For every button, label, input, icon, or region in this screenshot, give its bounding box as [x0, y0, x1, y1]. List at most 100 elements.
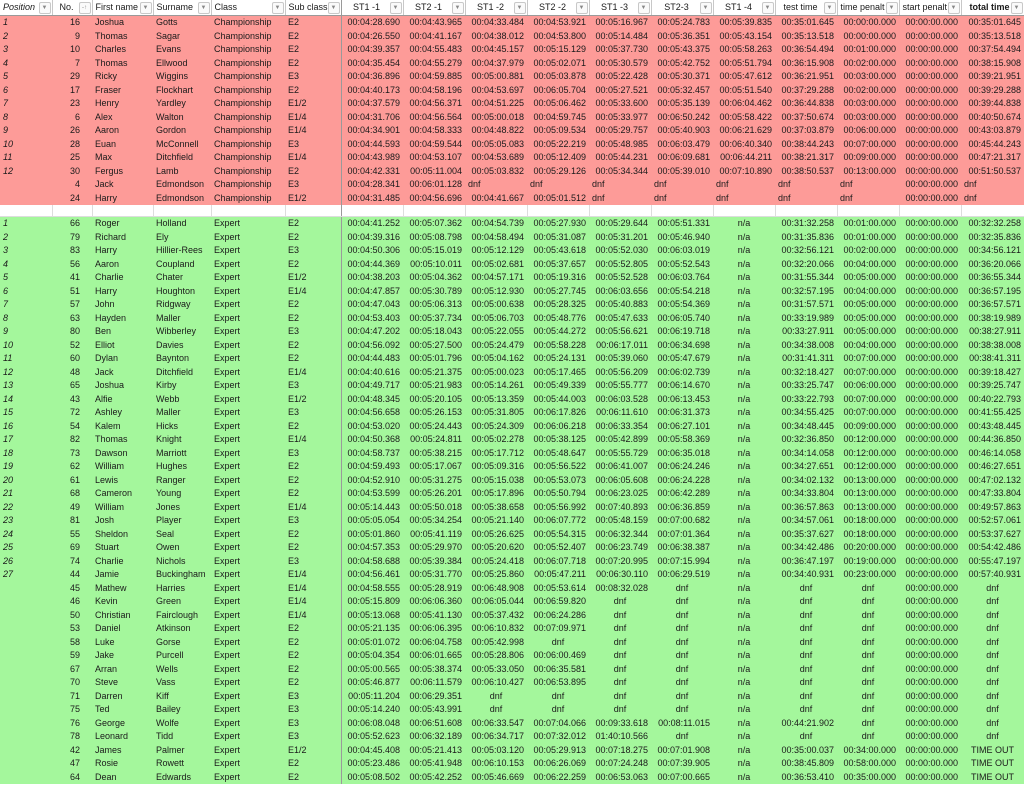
filter-dropdown-icon[interactable]: ▼ — [451, 2, 464, 14]
cell-st2-1[interactable]: 00:06:01.665 — [403, 649, 465, 663]
cell-surname[interactable]: Atkinson — [153, 622, 211, 636]
cell-start-penalt[interactable]: 00:00:00.000 — [899, 43, 961, 57]
cell-st2-1[interactable]: 00:05:21.413 — [403, 743, 465, 757]
cell-surname[interactable]: Holland — [153, 216, 211, 231]
cell-sub-class[interactable]: E1/4 — [285, 500, 342, 514]
cell-position[interactable]: 1 — [0, 15, 52, 30]
cell-st2-1[interactable]: 00:04:59.885 — [403, 70, 465, 84]
cell-st1-4[interactable]: dnf — [713, 178, 775, 192]
cell-st1-1[interactable]: 00:04:48.345 — [341, 392, 403, 406]
cell-st2-3[interactable]: 00:07:01.364 — [651, 527, 713, 541]
cell-position[interactable]: 5 — [0, 271, 52, 285]
cell-start-penalt[interactable]: 00:00:00.000 — [899, 757, 961, 771]
cell-st2-3[interactable]: 00:06:35.018 — [651, 446, 713, 460]
cell-st1-4[interactable]: n/a — [713, 622, 775, 636]
cell-class[interactable]: Expert — [211, 406, 285, 420]
cell-class[interactable]: Expert — [211, 392, 285, 406]
cell-time-penalt[interactable]: 00:23:00.000 — [837, 568, 899, 582]
cell-no[interactable]: 9 — [52, 29, 92, 43]
cell-st1-1[interactable]: 00:04:56.092 — [341, 338, 403, 352]
cell-st1-3[interactable]: dnf — [589, 703, 651, 717]
cell-total-time[interactable]: 00:45:44.243 — [961, 137, 1024, 151]
cell-no[interactable]: 82 — [52, 433, 92, 447]
cell-no[interactable]: 6 — [52, 110, 92, 124]
cell-first-name[interactable]: John — [92, 298, 153, 312]
cell-st2-1[interactable]: 00:05:18.043 — [403, 325, 465, 339]
cell-time-penalt[interactable]: 00:13:00.000 — [837, 164, 899, 178]
cell-first-name[interactable]: Rosie — [92, 757, 153, 771]
cell-st2-1[interactable]: 00:05:30.789 — [403, 284, 465, 298]
cell-st1-1[interactable]: 00:05:13.068 — [341, 608, 403, 622]
cell-st1-2[interactable]: 00:05:25.860 — [465, 568, 527, 582]
cell-time-penalt[interactable]: 00:07:00.000 — [837, 352, 899, 366]
cell-st2-3[interactable]: 00:05:54.218 — [651, 284, 713, 298]
cell-st2-2[interactable]: 00:06:35.581 — [527, 662, 589, 676]
cell-sub-class[interactable]: E2 — [285, 298, 342, 312]
cell-test-time[interactable]: dnf — [775, 703, 837, 717]
cell-surname[interactable]: Kiff — [153, 689, 211, 703]
cell-total-time[interactable]: 00:39:25.747 — [961, 379, 1024, 393]
cell-total-time[interactable]: 00:41:55.425 — [961, 406, 1024, 420]
cell-st1-3[interactable]: dnf — [589, 662, 651, 676]
cell-sub-class[interactable]: E2 — [285, 635, 342, 649]
cell-first-name[interactable]: Harry — [92, 284, 153, 298]
cell-first-name[interactable]: Dylan — [92, 352, 153, 366]
cell-st1-4[interactable]: n/a — [713, 284, 775, 298]
cell-sub-class[interactable]: E2 — [285, 15, 342, 30]
cell-st1-1[interactable]: 00:05:14.443 — [341, 500, 403, 514]
cell-st2-3[interactable]: 00:07:39.905 — [651, 757, 713, 771]
cell-position[interactable] — [0, 191, 52, 205]
cell-st1-2[interactable]: 00:05:02.681 — [465, 257, 527, 271]
cell-st1-1[interactable]: 00:04:53.403 — [341, 311, 403, 325]
cell-st2-1[interactable]: 00:05:08.798 — [403, 230, 465, 244]
cell-time-penalt[interactable]: 00:03:00.000 — [837, 70, 899, 84]
cell-start-penalt[interactable]: 00:00:00.000 — [899, 460, 961, 474]
cell-st2-3[interactable]: 00:06:05.740 — [651, 311, 713, 325]
cell-position[interactable] — [0, 622, 52, 636]
cell-time-penalt[interactable]: 00:34:00.000 — [837, 743, 899, 757]
cell-no[interactable]: 68 — [52, 487, 92, 501]
cell-start-penalt[interactable]: 00:00:00.000 — [899, 487, 961, 501]
cell-start-penalt[interactable]: 00:00:00.000 — [899, 178, 961, 192]
cell-st2-2[interactable]: dnf — [527, 178, 589, 192]
cell-class[interactable]: Championship — [211, 70, 285, 84]
cell-st2-2[interactable]: 00:05:58.228 — [527, 338, 589, 352]
cell-class[interactable]: Expert — [211, 568, 285, 582]
cell-first-name[interactable]: Alfie — [92, 392, 153, 406]
cell-st2-3[interactable]: 00:05:39.010 — [651, 164, 713, 178]
cell-st2-2[interactable]: 00:05:22.219 — [527, 137, 589, 151]
cell-st2-2[interactable]: 00:06:07.772 — [527, 514, 589, 528]
cell-position[interactable]: 6 — [0, 284, 52, 298]
cell-st2-3[interactable]: 00:05:43.375 — [651, 43, 713, 57]
cell-test-time[interactable]: 00:31:41.311 — [775, 352, 837, 366]
filter-dropdown-icon[interactable]: ▼ — [197, 2, 210, 14]
cell-st1-3[interactable]: 00:06:32.344 — [589, 527, 651, 541]
cell-st1-4[interactable]: n/a — [713, 460, 775, 474]
cell-time-penalt[interactable]: 00:07:00.000 — [837, 392, 899, 406]
cell-st1-1[interactable]: 00:05:11.204 — [341, 689, 403, 703]
cell-time-penalt[interactable]: 00:19:00.000 — [837, 554, 899, 568]
cell-start-penalt[interactable]: 00:00:00.000 — [899, 473, 961, 487]
cell-no[interactable]: 79 — [52, 230, 92, 244]
cell-surname[interactable]: Ditchfield — [153, 151, 211, 165]
cell-time-penalt[interactable]: 00:07:00.000 — [837, 406, 899, 420]
cell-class[interactable]: Expert — [211, 554, 285, 568]
cell-st2-3[interactable]: 00:06:38.387 — [651, 541, 713, 555]
cell-st1-4[interactable]: n/a — [713, 244, 775, 258]
cell-first-name[interactable]: Jake — [92, 649, 153, 663]
cell-st1-1[interactable]: 00:04:38.203 — [341, 271, 403, 285]
empty-cell[interactable] — [775, 205, 838, 217]
cell-no[interactable]: 76 — [52, 716, 92, 730]
cell-position[interactable]: 8 — [0, 311, 52, 325]
cell-total-time[interactable]: 00:32:32.258 — [961, 216, 1024, 231]
cell-st1-4[interactable]: 00:06:21.629 — [713, 124, 775, 138]
cell-st2-3[interactable]: 00:05:40.903 — [651, 124, 713, 138]
column-header-time-penalt[interactable]: time penalt ▼ — [837, 0, 900, 16]
cell-surname[interactable]: Ellwood — [153, 56, 211, 70]
cell-st2-1[interactable]: 00:05:20.105 — [403, 392, 465, 406]
cell-st1-2[interactable]: 00:05:21.140 — [465, 514, 527, 528]
cell-sub-class[interactable]: E2 — [285, 164, 342, 178]
cell-first-name[interactable]: Luke — [92, 635, 153, 649]
cell-class[interactable]: Expert — [211, 730, 285, 744]
cell-surname[interactable]: Gotts — [153, 15, 211, 30]
